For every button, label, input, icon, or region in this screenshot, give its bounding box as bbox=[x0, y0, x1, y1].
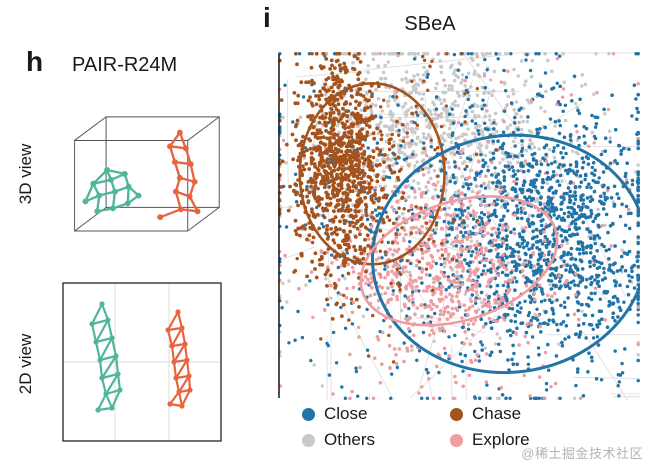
panel-label-i: i bbox=[263, 2, 271, 33]
legend-item-others: Others bbox=[302, 430, 450, 450]
legend-label-others: Others bbox=[324, 430, 376, 449]
scatter-plot bbox=[278, 52, 640, 400]
legend-item-chase: Chase bbox=[450, 404, 620, 424]
legend-item-close: Close bbox=[302, 404, 450, 424]
panel-label-h: h bbox=[26, 46, 44, 77]
watermark: @稀土掘金技术社区 bbox=[521, 446, 643, 461]
legend-label-explore: Explore bbox=[472, 430, 530, 449]
axis-label-3d-view: 3D view bbox=[16, 143, 35, 205]
legend-label-chase: Chase bbox=[472, 404, 522, 423]
panel-i-title: SBeA bbox=[404, 13, 456, 35]
legend-dot-others bbox=[302, 433, 315, 447]
pose-3d-plot bbox=[74, 116, 220, 232]
legend-dot-close bbox=[302, 407, 315, 421]
3d-axes-box bbox=[74, 116, 220, 232]
legend: Close Chase Others Explore bbox=[302, 404, 620, 450]
pose-2d-plot bbox=[62, 282, 222, 442]
legend-dot-chase bbox=[450, 407, 463, 421]
pose-3d-skeletons bbox=[82, 129, 201, 221]
axis-label-2d-view: 2D view bbox=[16, 333, 35, 395]
legend-item-explore: Explore bbox=[450, 430, 620, 450]
2d-plot-frame bbox=[62, 282, 222, 442]
legend-dot-explore bbox=[450, 433, 463, 447]
pose-2d-skeletons bbox=[89, 301, 193, 413]
panel-h-title: PAIR-R24M bbox=[72, 54, 178, 76]
2d-gridlines bbox=[63, 283, 221, 441]
legend-label-close: Close bbox=[324, 404, 368, 423]
